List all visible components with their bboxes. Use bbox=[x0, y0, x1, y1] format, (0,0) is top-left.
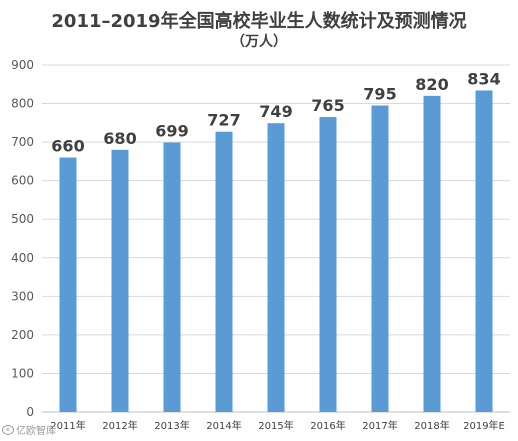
data-label: 765 bbox=[311, 96, 344, 115]
data-label: 727 bbox=[207, 111, 240, 130]
data-label: 680 bbox=[103, 129, 136, 148]
weibo-logo-icon: e bbox=[2, 424, 14, 435]
y-tick-label: 700 bbox=[11, 135, 34, 149]
data-label: 795 bbox=[363, 84, 396, 103]
chart-title: 2011–2019年全国高校毕业生人数统计及预测情况 bbox=[51, 11, 467, 32]
x-tick-label: 2018年 bbox=[414, 419, 449, 432]
data-label: 699 bbox=[155, 121, 188, 140]
y-tick-label: 800 bbox=[11, 97, 34, 111]
x-tick-label: 2012年 bbox=[102, 419, 137, 432]
data-label: 820 bbox=[415, 75, 448, 94]
bar bbox=[423, 95, 441, 412]
y-tick-label: 600 bbox=[11, 174, 34, 188]
bar bbox=[371, 105, 389, 412]
x-tick-label: 2013年 bbox=[154, 419, 189, 432]
y-tick-label: 100 bbox=[11, 366, 34, 380]
bar bbox=[475, 90, 493, 413]
x-tick-label: 2019年E bbox=[463, 419, 505, 432]
y-tick-label: 300 bbox=[11, 289, 34, 303]
x-tick-label: 2014年 bbox=[206, 419, 241, 432]
chart-subtitle: （万人） bbox=[231, 34, 287, 50]
data-label: 660 bbox=[51, 137, 84, 156]
bar bbox=[267, 123, 285, 413]
y-tick-label: 500 bbox=[11, 212, 34, 226]
y-tick-label: 200 bbox=[11, 328, 34, 342]
x-tick-label: 2017年 bbox=[362, 419, 397, 432]
bar bbox=[215, 131, 233, 412]
watermark-text: 亿欧智库 bbox=[16, 426, 56, 437]
watermark: e 亿欧智库 bbox=[2, 422, 56, 437]
bar bbox=[163, 142, 181, 412]
x-tick-label: 2011年 bbox=[50, 419, 85, 432]
bar bbox=[59, 157, 77, 412]
x-tick-label: 2015年 bbox=[258, 419, 293, 432]
x-tick-label: 2016年 bbox=[310, 419, 345, 432]
bar bbox=[111, 149, 129, 413]
y-tick-label: 0 bbox=[26, 405, 34, 419]
data-label: 749 bbox=[259, 102, 292, 121]
bar bbox=[319, 117, 337, 413]
y-tick-label: 400 bbox=[11, 251, 34, 265]
data-label: 834 bbox=[467, 69, 500, 88]
y-tick-label: 900 bbox=[11, 58, 34, 72]
